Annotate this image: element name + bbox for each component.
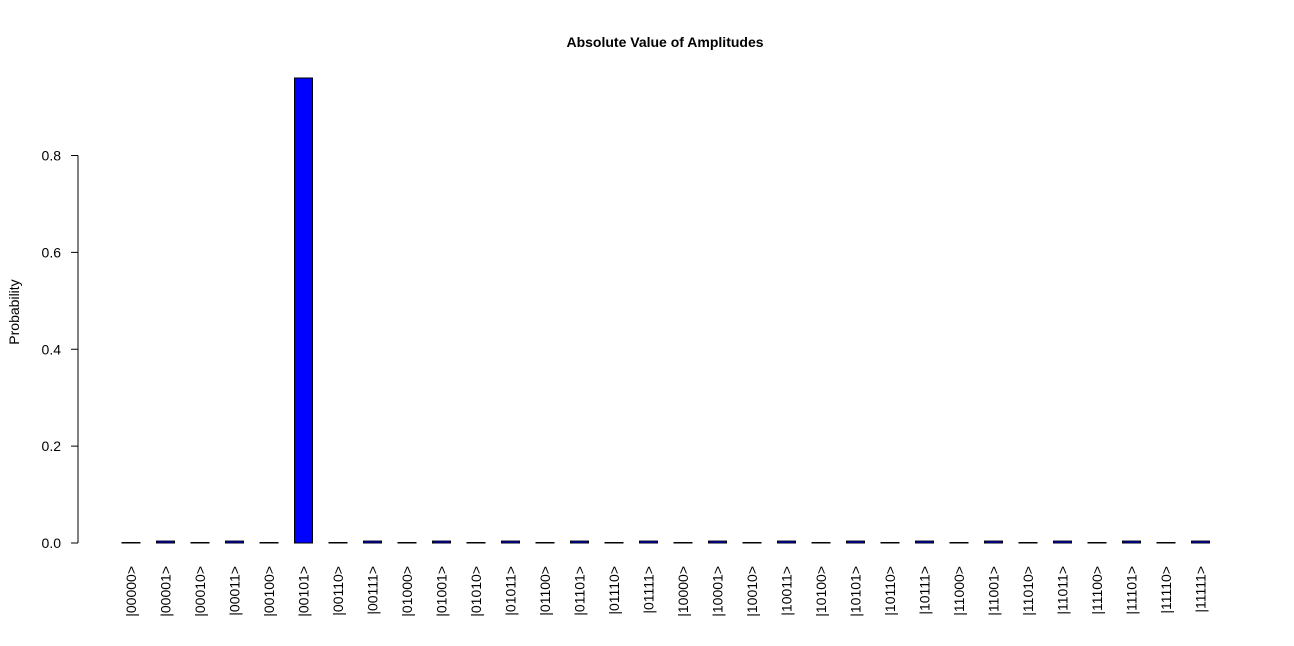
- bar: [1122, 540, 1141, 544]
- x-tick-label: |01001>: [434, 566, 450, 617]
- x-tick-label: |11000>: [951, 566, 967, 616]
- bar: [984, 540, 1003, 544]
- x-tick-label: |01010>: [468, 566, 484, 617]
- x-tick-label: |11110>: [1158, 566, 1174, 614]
- x-tick-label: |01000>: [399, 566, 415, 617]
- x-tick-label: |01100>: [537, 566, 553, 616]
- y-tick-label: 0.8: [42, 148, 62, 164]
- y-tick-label: 0.2: [42, 438, 62, 454]
- x-tick-label: |00111>: [365, 566, 381, 615]
- x-tick-label: |10011>: [779, 566, 795, 616]
- x-tick-label: |11100>: [1089, 566, 1105, 615]
- bar: [915, 540, 934, 544]
- bar: [294, 77, 313, 544]
- bar: [501, 540, 520, 544]
- bar: [156, 540, 175, 544]
- x-tick-label: |00110>: [330, 566, 346, 616]
- x-tick-label: |00000>: [123, 566, 139, 617]
- x-tick-label: |01011>: [503, 566, 519, 616]
- bar: [570, 540, 589, 544]
- bar: [777, 540, 796, 544]
- x-tick-label: |10111>: [917, 566, 933, 615]
- y-tick-label: 0.6: [42, 244, 62, 260]
- x-tick-label: |10110>: [882, 566, 898, 616]
- y-tick-label: 0.0: [42, 535, 62, 551]
- x-tick-label: |01111>: [641, 566, 657, 614]
- bar: [225, 540, 244, 544]
- x-tick-label: |00101>: [296, 566, 312, 617]
- x-tick-label: |11010>: [1020, 566, 1036, 616]
- bar: [1191, 540, 1210, 544]
- x-tick-label: |10101>: [848, 566, 864, 617]
- x-tick-label: |01110>: [606, 566, 622, 615]
- x-tick-label: |11011>: [1055, 566, 1071, 615]
- chart-title: Absolute Value of Amplitudes: [566, 34, 763, 50]
- bar: [639, 540, 658, 544]
- x-tick-label: |00100>: [261, 566, 277, 617]
- x-tick-label: |11111>: [1193, 566, 1209, 613]
- x-tick-label: |10100>: [813, 566, 829, 617]
- bar: [1053, 540, 1072, 544]
- x-tick-label: |11001>: [986, 566, 1002, 616]
- x-tick-label: |01101>: [572, 566, 588, 616]
- bar: [708, 540, 727, 544]
- x-tick-label: |11101>: [1124, 566, 1140, 615]
- x-tick-label: |10010>: [744, 566, 760, 617]
- bar: [846, 540, 865, 544]
- y-tick-label: 0.4: [42, 341, 62, 357]
- x-tick-label: |00011>: [227, 566, 243, 616]
- x-tick-label: |10001>: [710, 566, 726, 617]
- x-tick-label: |00010>: [192, 566, 208, 617]
- x-tick-label: |00001>: [158, 566, 174, 617]
- x-tick-label: |10000>: [675, 566, 691, 617]
- y-axis-label: Probability: [6, 279, 22, 344]
- bar: [363, 540, 382, 544]
- bar: [432, 540, 451, 544]
